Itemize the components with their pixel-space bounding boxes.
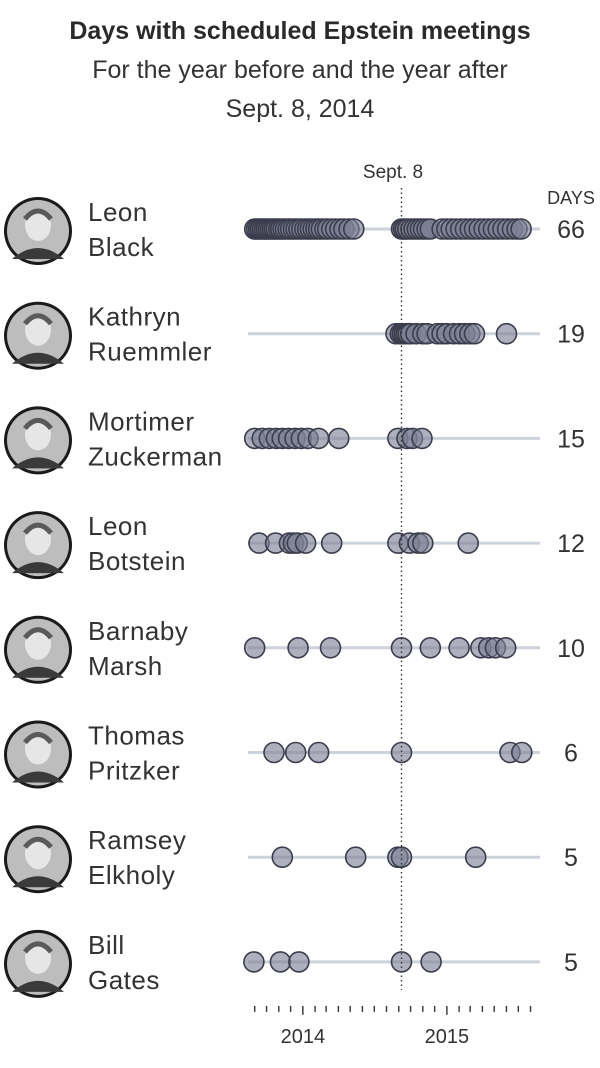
person-first-name: Barnaby: [88, 616, 188, 646]
person-row: Leon Black 66: [4, 197, 585, 265]
meeting-dot: [271, 846, 294, 869]
person-avatar: [4, 720, 72, 789]
person-first-name: Ramsey: [88, 825, 186, 855]
person-first-name: Leon: [88, 197, 148, 227]
person-row: Leon Botstein 12: [4, 511, 585, 580]
person-row: Bill Gates 5: [4, 929, 578, 998]
person-row: Ramsey Elkholy 5: [4, 825, 578, 894]
person-avatar: [4, 825, 72, 894]
person-row: Barnaby Marsh 10: [4, 615, 585, 684]
person-last-name: Botstein: [88, 546, 186, 576]
meeting-dot: [307, 427, 330, 450]
person-last-name: Elkholy: [88, 860, 175, 890]
meeting-dot: [320, 532, 343, 554]
meeting-dot: [494, 636, 517, 659]
chart-title: Days with scheduled Epstein meetings: [69, 17, 530, 45]
days-header: DAYS: [547, 188, 595, 208]
meeting-dot: [243, 951, 265, 973]
person-avatar: [4, 615, 72, 684]
meeting-dot: [510, 741, 533, 764]
rows-layer: Leon Black 66 Kathryn Ruemmler 19 Mortimer Zuck…: [4, 197, 585, 998]
meeting-dot: [342, 218, 365, 240]
person-first-name: Mortimer: [88, 406, 195, 436]
meeting-dot: [411, 532, 434, 554]
x-tick-label: 2015: [425, 1026, 470, 1048]
person-first-name: Bill: [88, 930, 125, 960]
meeting-count: 10: [557, 635, 585, 663]
person-avatar: [4, 301, 72, 370]
meeting-dot: [420, 951, 442, 973]
meeting-count: 12: [557, 530, 585, 558]
meeting-dot: [319, 636, 342, 659]
meeting-dot: [464, 846, 487, 869]
meeting-dot: [284, 741, 307, 764]
meeting-dot: [263, 741, 285, 764]
meeting-dot: [288, 951, 310, 973]
reference-label: Sept. 8: [363, 162, 423, 183]
meeting-dot: [390, 951, 413, 973]
person-row: Thomas Pritzker 6: [4, 720, 578, 789]
meeting-dot: [495, 322, 518, 345]
meeting-dot: [457, 532, 480, 554]
person-first-name: Leon: [88, 511, 148, 541]
meeting-dot: [448, 636, 470, 659]
meeting-count: 6: [564, 740, 578, 768]
person-last-name: Ruemmler: [88, 337, 212, 367]
person-avatar: [4, 511, 72, 580]
meeting-dot: [510, 218, 532, 240]
person-avatar: [4, 929, 72, 998]
meeting-dot: [287, 636, 309, 659]
chart-subtitle-line-1: For the year before and the year after: [92, 56, 508, 84]
meeting-count: 5: [564, 949, 578, 977]
person-avatar: [4, 197, 72, 265]
x-tick-label: 2014: [281, 1026, 326, 1048]
person-last-name: Marsh: [88, 651, 163, 681]
meeting-dot: [419, 636, 442, 659]
meeting-dot: [307, 741, 330, 764]
person-last-name: Gates: [88, 965, 160, 995]
meeting-dot: [344, 846, 367, 869]
chart-subtitle-line-2: Sept. 8, 2014: [226, 95, 375, 123]
person-avatar: [4, 406, 72, 475]
meeting-dot: [269, 951, 292, 973]
meeting-dot: [294, 532, 317, 554]
person-last-name: Black: [88, 232, 155, 262]
meeting-count: 19: [557, 321, 585, 349]
person-last-name: Pritzker: [88, 756, 180, 786]
person-first-name: Kathryn: [88, 302, 181, 332]
meeting-dot: [327, 427, 350, 450]
person-row: Kathryn Ruemmler 19: [4, 301, 585, 370]
x-axis: 2014 2015: [254, 188, 532, 1048]
person-row: Mortimer Zuckerman 15: [4, 406, 585, 475]
meeting-count: 66: [557, 216, 585, 244]
meeting-dot: [390, 846, 413, 869]
meeting-dot: [411, 427, 433, 450]
meeting-count: 15: [557, 425, 585, 453]
meeting-count: 5: [564, 844, 578, 872]
person-last-name: Zuckerman: [88, 441, 223, 471]
meeting-dot: [463, 322, 486, 345]
person-first-name: Thomas: [88, 721, 185, 751]
meeting-dot: [243, 636, 266, 659]
